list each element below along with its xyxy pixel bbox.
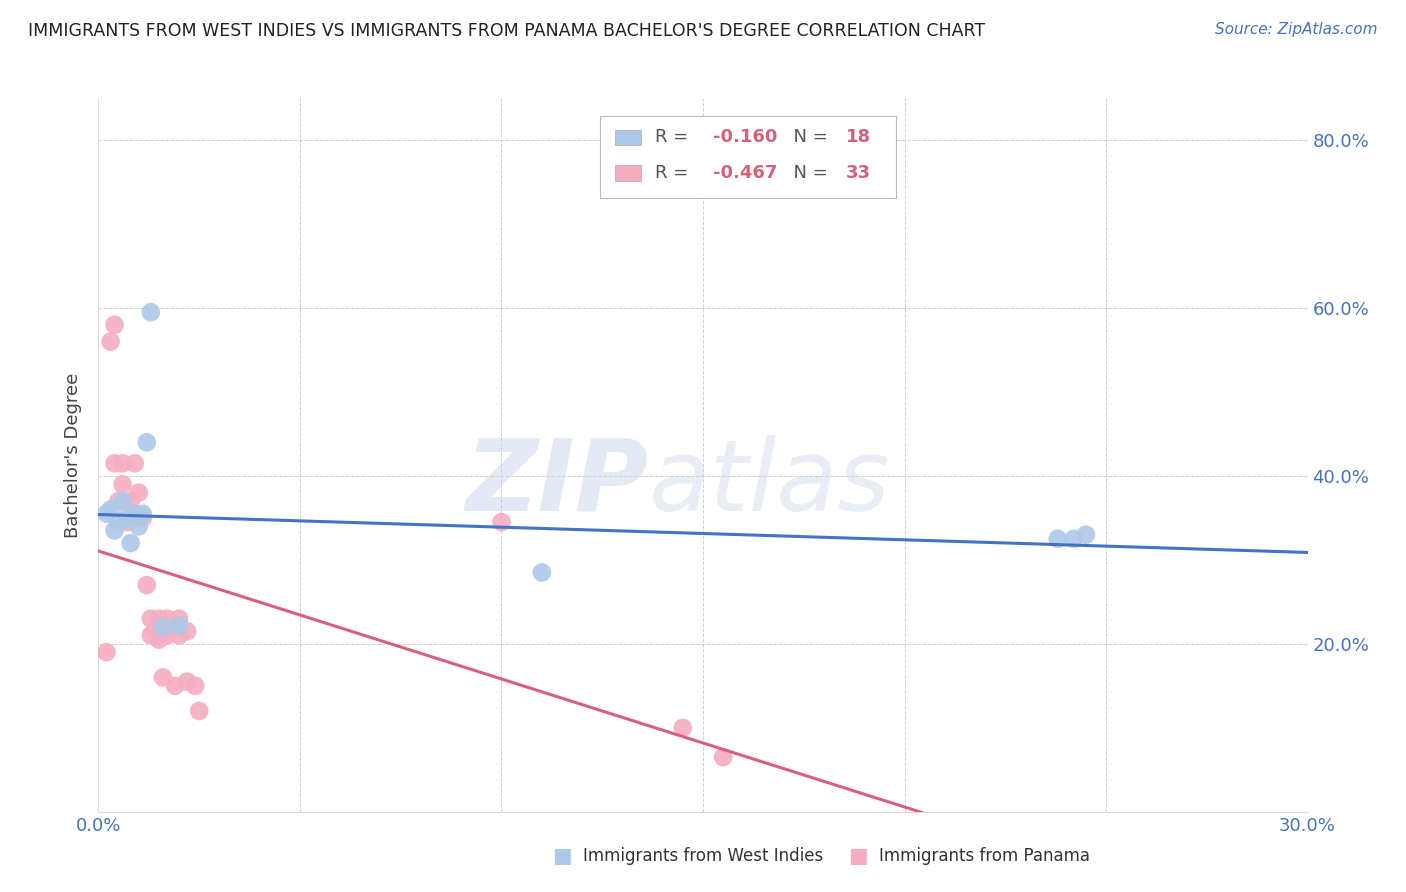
Point — [128, 519, 150, 533]
Point — [148, 612, 170, 626]
Text: N =: N = — [782, 128, 834, 146]
Point — [152, 670, 174, 684]
Point — [184, 679, 207, 693]
Point — [96, 645, 118, 659]
Point — [143, 624, 166, 639]
Text: ■: ■ — [848, 847, 868, 866]
Point — [111, 477, 134, 491]
Point — [103, 524, 125, 538]
Point — [1063, 532, 1085, 546]
Point — [167, 618, 190, 632]
Text: R =: R = — [655, 128, 693, 146]
Point — [167, 628, 190, 642]
Point — [135, 435, 157, 450]
Point — [128, 511, 150, 525]
Point — [1074, 527, 1097, 541]
Point — [132, 507, 155, 521]
Point — [103, 456, 125, 470]
Text: Immigrants from West Indies: Immigrants from West Indies — [583, 847, 824, 865]
Text: Source: ZipAtlas.com: Source: ZipAtlas.com — [1215, 22, 1378, 37]
Point — [111, 494, 134, 508]
Point — [120, 536, 142, 550]
Point — [156, 628, 179, 642]
Text: IMMIGRANTS FROM WEST INDIES VS IMMIGRANTS FROM PANAMA BACHELOR'S DEGREE CORRELAT: IMMIGRANTS FROM WEST INDIES VS IMMIGRANT… — [28, 22, 986, 40]
Point — [491, 515, 513, 529]
Point — [711, 750, 734, 764]
Point — [100, 502, 122, 516]
Point — [124, 507, 146, 521]
Text: N =: N = — [782, 164, 834, 182]
Text: R =: R = — [655, 164, 693, 182]
Point — [672, 721, 695, 735]
Point — [120, 494, 142, 508]
Point — [176, 624, 198, 639]
Point — [188, 704, 211, 718]
Point — [124, 456, 146, 470]
Point — [107, 494, 129, 508]
Point — [128, 485, 150, 500]
Point — [115, 511, 138, 525]
Point — [148, 632, 170, 647]
Point — [139, 305, 162, 319]
Text: -0.160: -0.160 — [713, 128, 778, 146]
Text: Immigrants from Panama: Immigrants from Panama — [879, 847, 1090, 865]
Point — [132, 511, 155, 525]
Point — [1046, 532, 1069, 546]
Point — [160, 620, 183, 634]
Text: -0.467: -0.467 — [713, 164, 778, 182]
Text: 33: 33 — [845, 164, 870, 182]
Text: 18: 18 — [845, 128, 870, 146]
Point — [167, 612, 190, 626]
FancyBboxPatch shape — [600, 116, 897, 198]
Point — [152, 620, 174, 634]
Point — [96, 507, 118, 521]
Point — [139, 612, 162, 626]
Y-axis label: Bachelor's Degree: Bachelor's Degree — [65, 372, 83, 538]
Point — [115, 515, 138, 529]
Point — [100, 334, 122, 349]
Point — [107, 515, 129, 529]
Point — [135, 578, 157, 592]
Text: ZIP: ZIP — [465, 435, 648, 532]
Point — [139, 628, 162, 642]
Point — [156, 612, 179, 626]
Point — [530, 566, 553, 580]
Bar — [614, 129, 641, 145]
Point — [163, 679, 186, 693]
Point — [176, 674, 198, 689]
Bar — [614, 165, 641, 181]
Text: ■: ■ — [553, 847, 572, 866]
Point — [111, 456, 134, 470]
Text: atlas: atlas — [648, 435, 890, 532]
Point — [103, 318, 125, 332]
